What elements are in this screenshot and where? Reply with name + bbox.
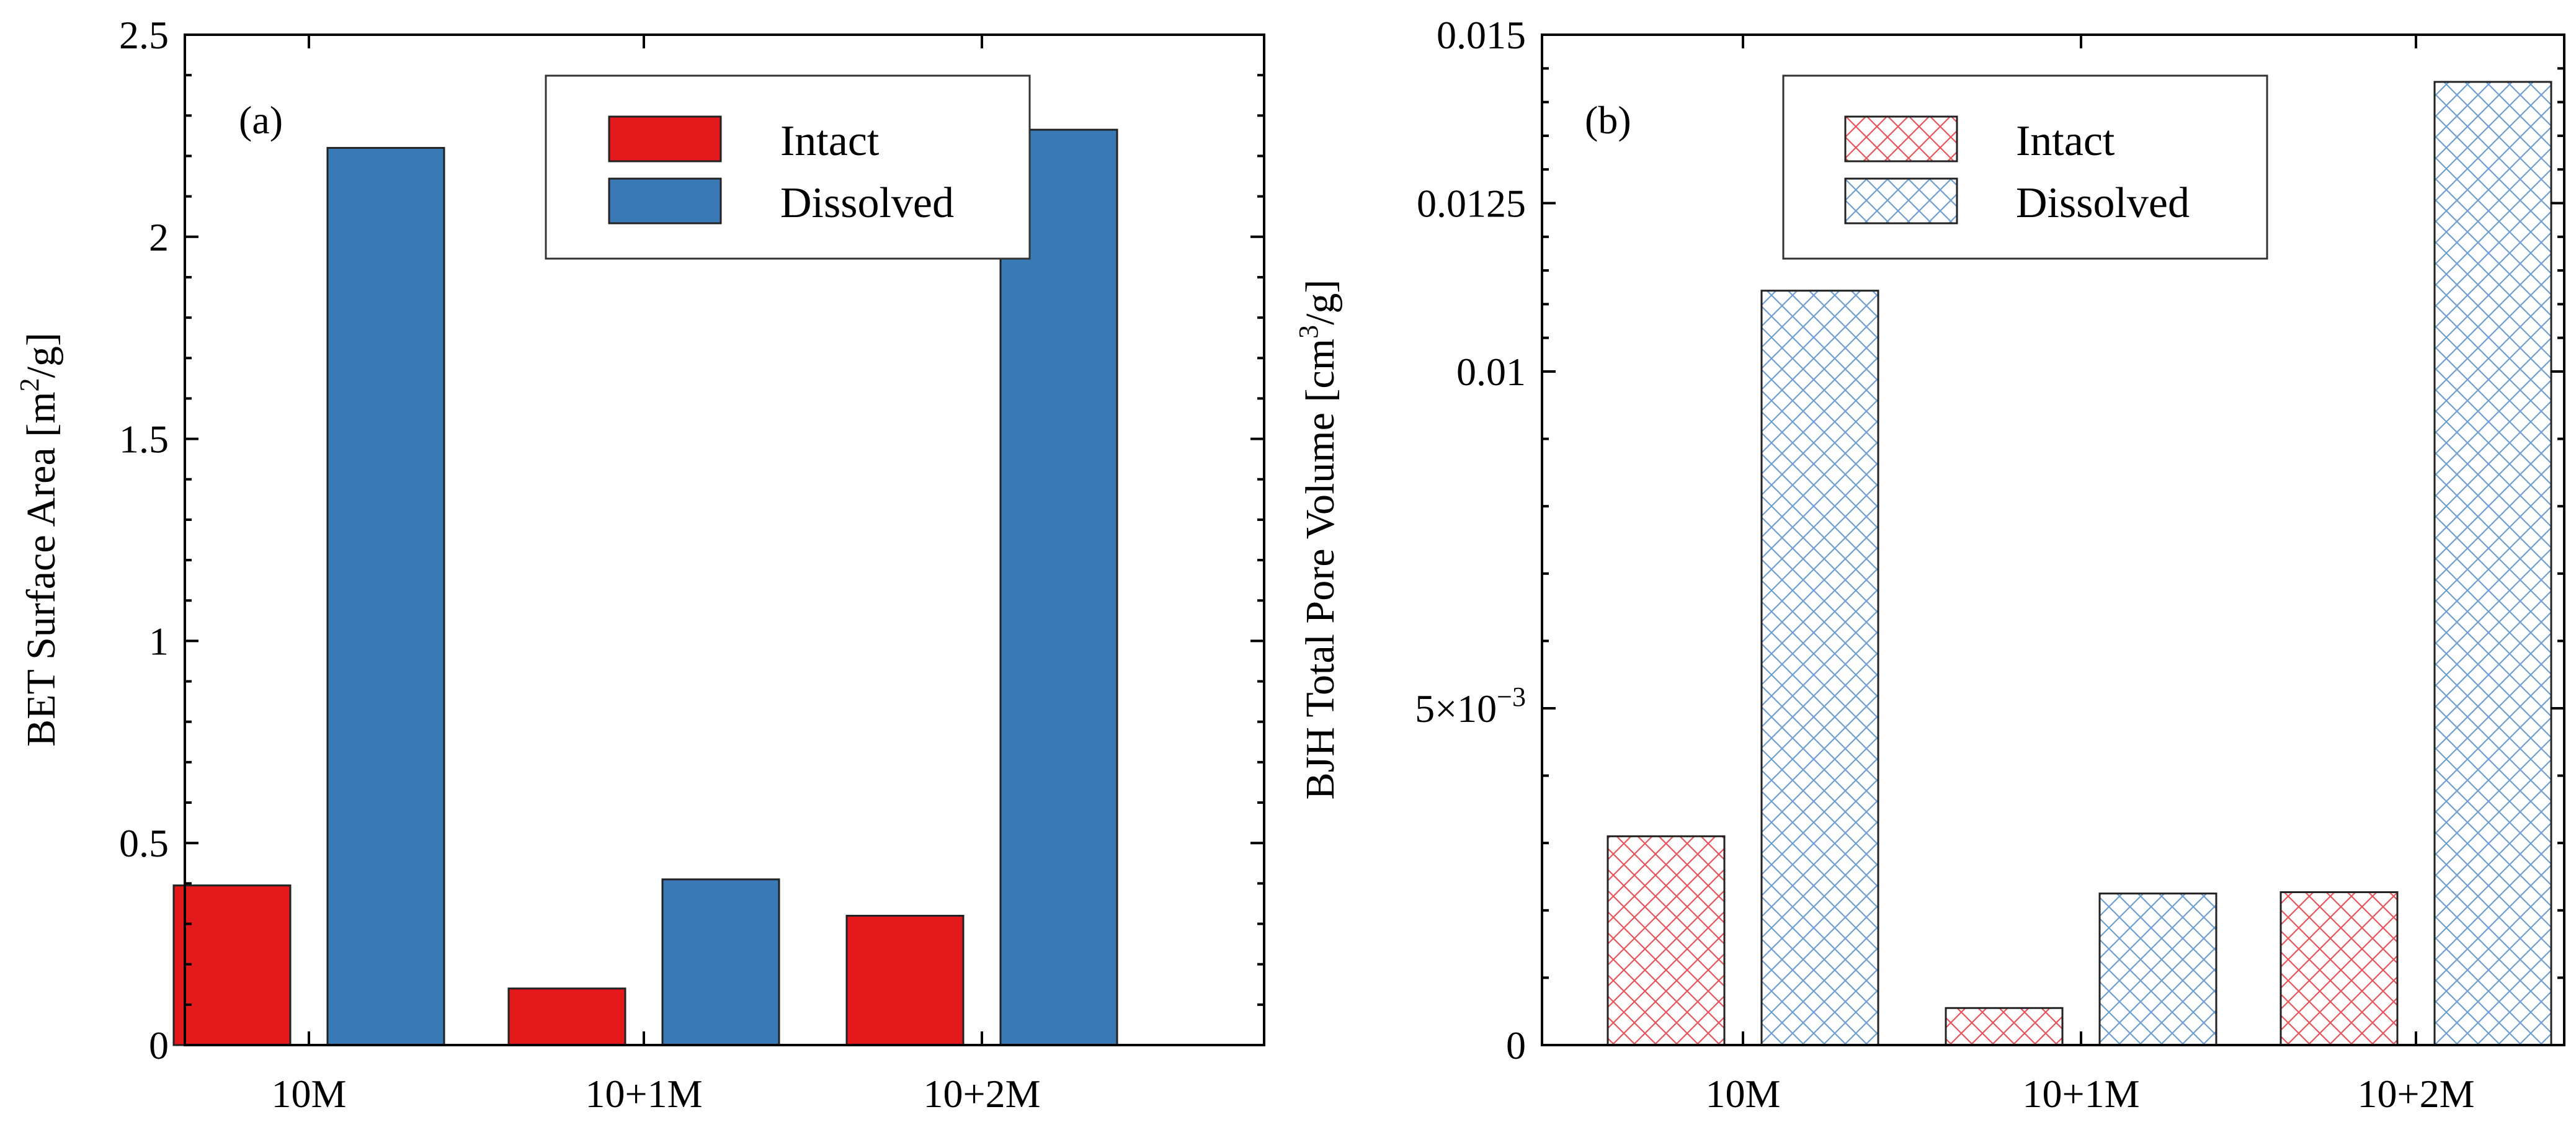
panel-a-y-tick-label-4: 2 [149,215,169,259]
panel-b-legend-label-intact: Intact [2016,117,2115,165]
panel-a-bar-intact-2 [507,987,626,1046]
chart-panel-a: 0 0.5 1 1.5 2 2.5 10M 10+1M 10+2M (a) BET Surfa… [14,13,1265,1116]
panel-a-y-ticks: 0 0.5 1 1.5 2 2.5 [119,13,1264,1067]
panel-a-y-tick-label-3: 1.5 [119,417,169,461]
panel-b-bars [1607,81,2552,1046]
panel-b-x-tick-labels: 10M 10+1M 10+2M [1706,1072,2475,1116]
panel-b-bar-dissolved-1 [1760,290,1879,1046]
panel-b-x-tick-label-0: 10M [1706,1072,1781,1116]
panel-a-bar-dissolved-2 [661,878,780,1046]
panel-b-bar-intact-3 [2280,891,2399,1046]
panel-a-bars [172,128,1118,1046]
panel-b-bar-dissolved-3 [2433,81,2552,1046]
panel-a-legend-box [545,74,1031,260]
panel-b-y-ticks: 0 5×10−3 0.01 0.0125 0.015 [1415,13,2564,1067]
panel-a-y-tick-label-2: 1 [149,619,169,663]
panel-b-legend-label-dissolved: Dissolved [2016,179,2190,227]
panel-b-y-tick-label-1: 5×10−3 [1415,682,1526,731]
panel-b-x-tick-label-1: 10+1M [2023,1072,2140,1116]
panel-b-y-tick-label-4: 0.015 [1437,13,1526,57]
panel-b-legend: Intact Dissolved [1782,74,2268,260]
panel-a-x-tick-labels: 10M 10+1M 10+2M [272,1072,1041,1116]
panel-a-legend-label-dissolved: Dissolved [780,179,954,227]
panel-a-y-tick-label-0: 0 [149,1023,169,1067]
panel-a-x-tick-label-2: 10+2M [924,1072,1041,1116]
panel-b-label: (b) [1585,98,1631,142]
chart-panel-b: 0 5×10−3 0.01 0.0125 0.015 10M 10+1M 10+2M (b)… [1293,13,2565,1116]
panel-b-legend-swatch-dissolved [1844,177,1958,225]
panel-a-y-axis-title: BET Surface Area [m2/g] [14,332,64,747]
panel-a-bar-dissolved-1 [326,146,445,1046]
panel-b-y-tick-label-0: 0 [1506,1023,1526,1067]
panel-a-x-tick-label-1: 10+1M [586,1072,703,1116]
panel-a-plot-frame [184,33,1265,1046]
panel-b-legend-swatch-intact [1844,115,1958,162]
panel-a-y-tick-label-1: 0.5 [119,821,169,865]
panel-a-label: (a) [239,98,283,142]
panel-a-legend-swatch-dissolved [608,177,722,225]
panel-a-legend-label-intact: Intact [780,117,880,165]
panel-b-y-tick-label-2: 0.01 [1456,350,1526,394]
panel-b-plot-frame [1541,33,2565,1046]
panel-a-bar-dissolved-3 [999,128,1118,1046]
panel-a-bar-intact-1 [172,884,292,1046]
panel-a-legend-swatch-intact [608,115,722,162]
panel-b-y-tick-label-3: 0.0125 [1417,182,1526,226]
panel-b-bar-intact-1 [1607,835,1726,1046]
panel-b-bar-dissolved-2 [2098,892,2217,1046]
panel-a-y-tick-label-5: 2.5 [119,13,169,57]
panel-b-y-axis-title: BJH Total Pore Volume [cm3/g] [1293,280,1343,800]
panel-b-bar-intact-2 [1945,1007,2064,1046]
panel-b-x-tick-label-2: 10+2M [2358,1072,2475,1116]
panel-a-x-tick-label-0: 10M [272,1072,347,1116]
panel-b-legend-box [1782,74,2268,260]
panel-a-bar-intact-3 [845,914,965,1046]
panel-a-legend: Intact Dissolved [545,74,1031,260]
